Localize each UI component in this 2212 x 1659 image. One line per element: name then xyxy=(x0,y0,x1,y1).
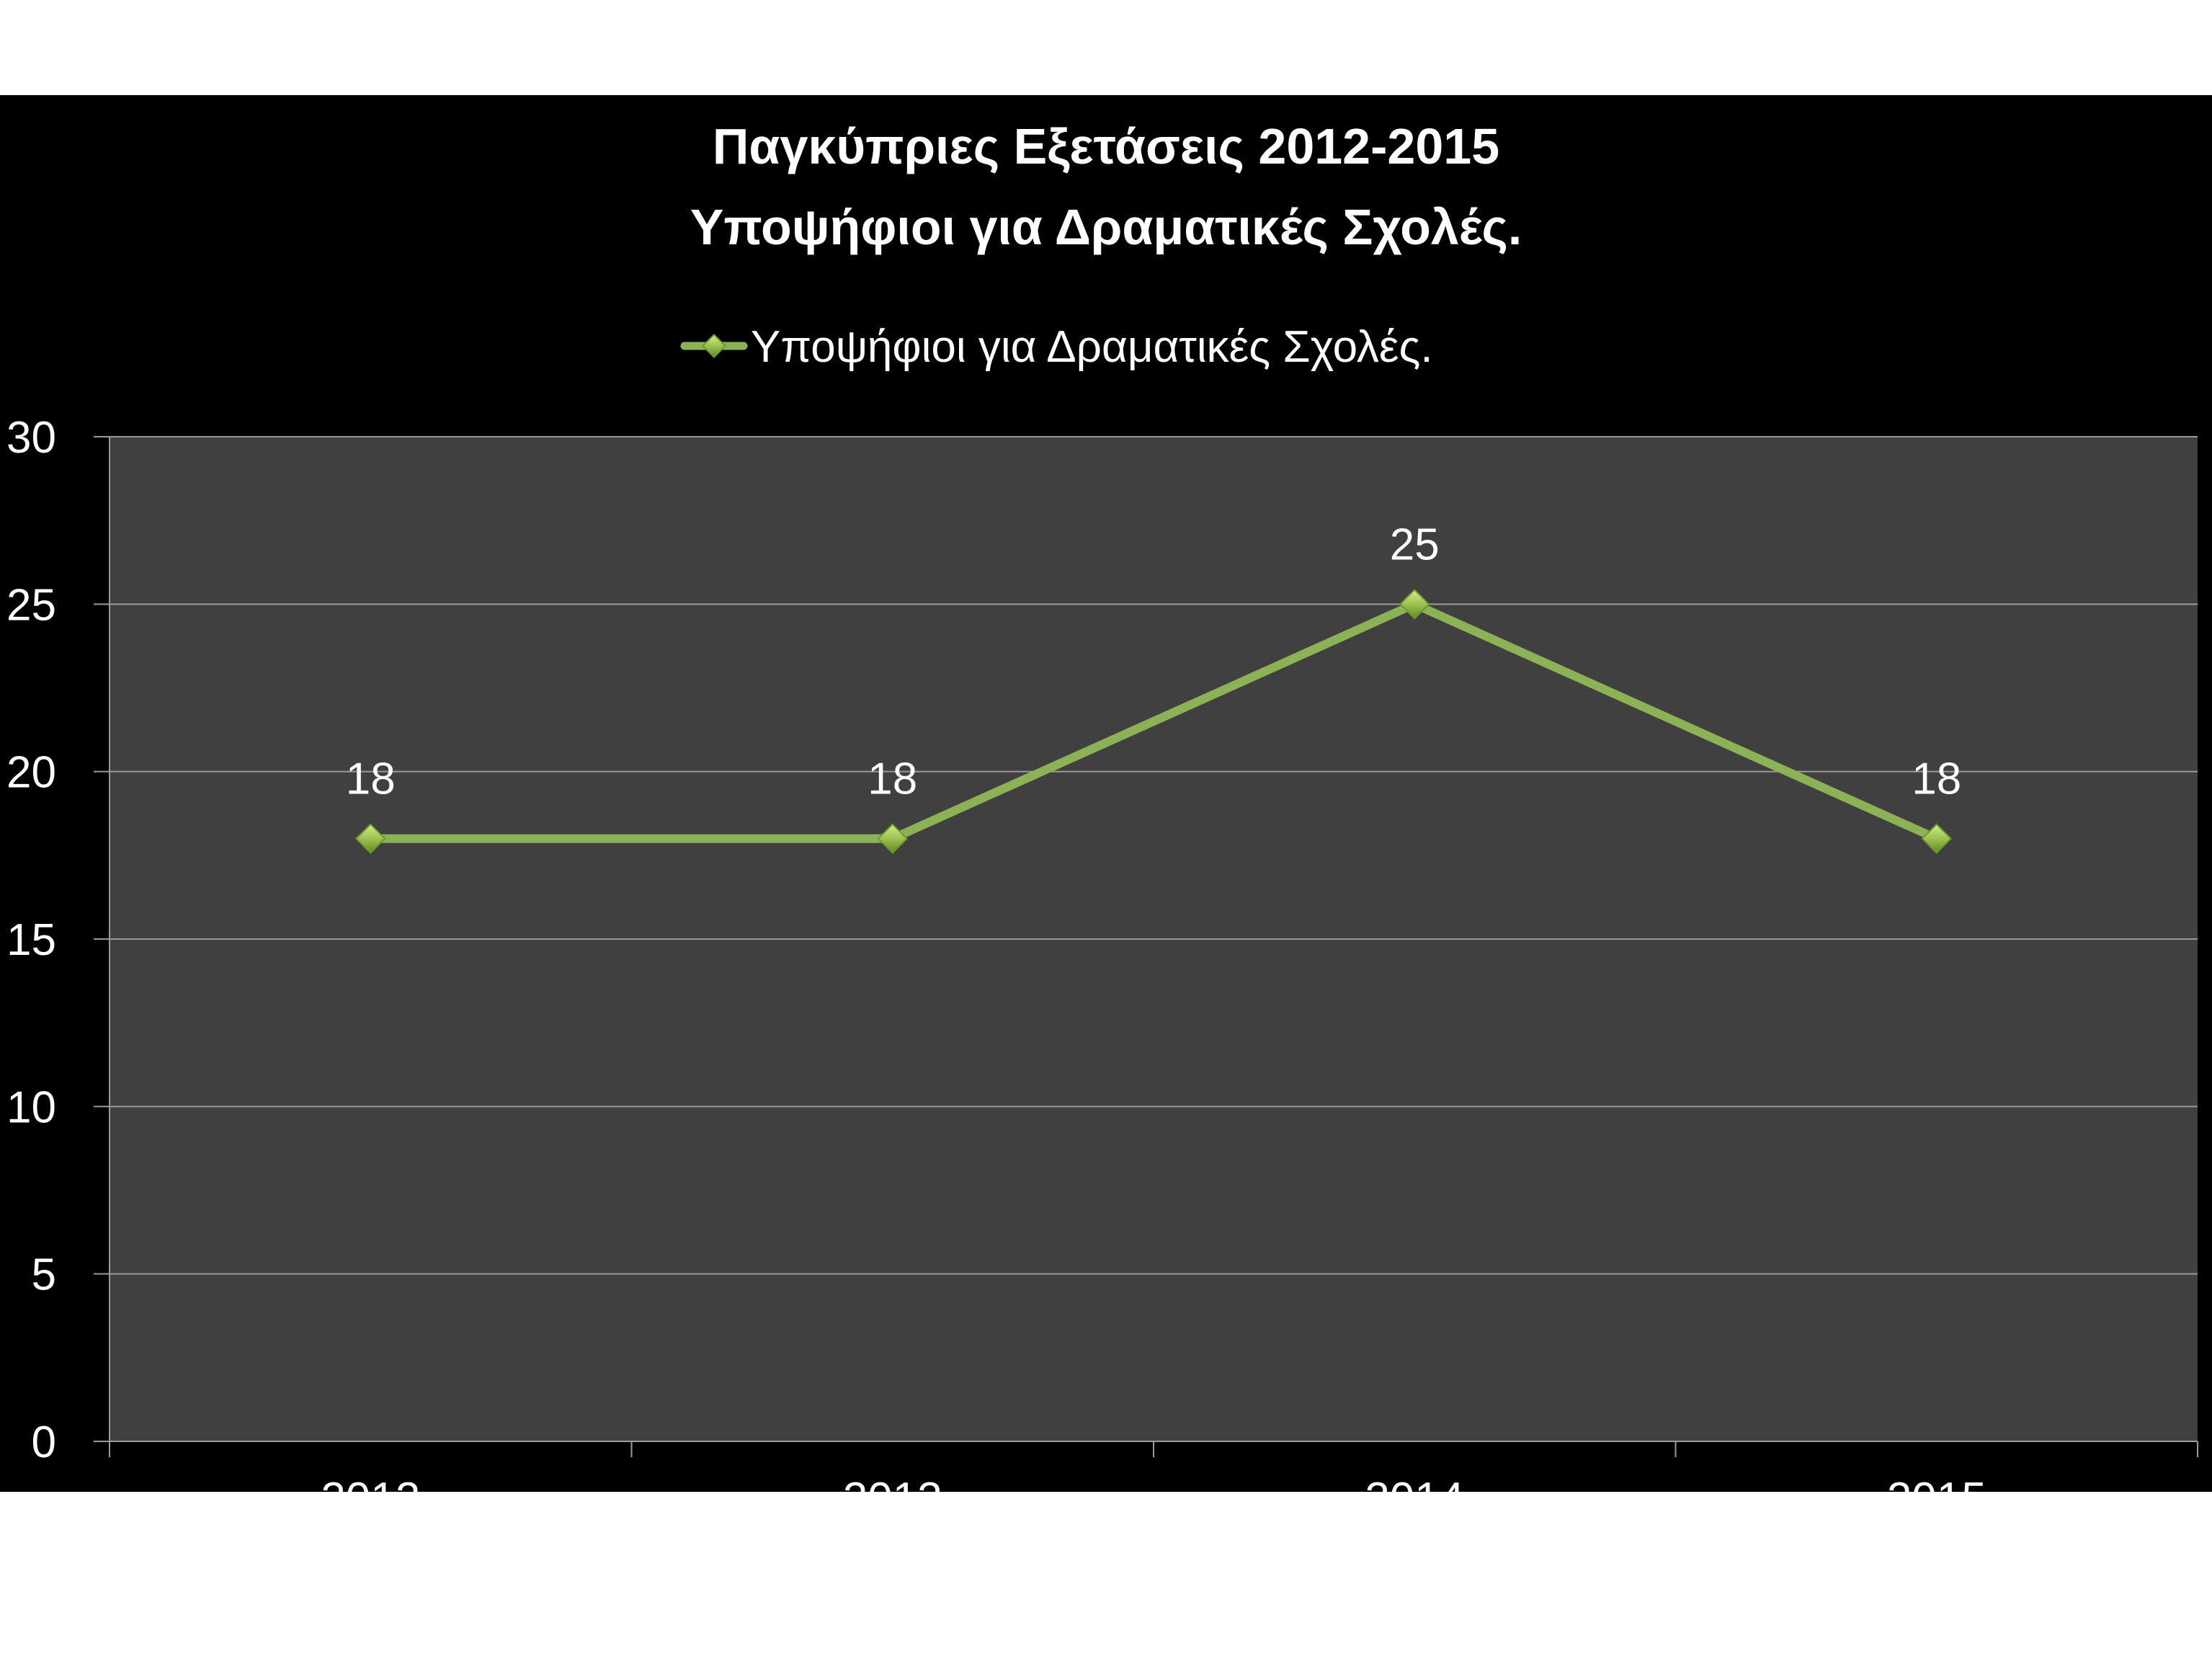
x-tick-label: 2012 xyxy=(321,1474,420,1492)
plot-area: 0 5 10 15 20 25 30 2012 2013 2014 2015 18 18 25 18 xyxy=(6,413,2198,1492)
data-label: 25 xyxy=(1390,520,1440,569)
y-tick-label: 10 xyxy=(6,1082,56,1132)
x-tick-label: 2015 xyxy=(1887,1474,1986,1492)
y-tick-label: 30 xyxy=(6,413,56,463)
y-tick-label: 0 xyxy=(32,1418,56,1467)
series-line xyxy=(366,600,1941,843)
data-point-marker xyxy=(877,823,908,854)
y-tick-label: 20 xyxy=(6,748,56,798)
chart-subtitle: Υποψήφιοι για Δραματικές Σχολές. xyxy=(690,199,1522,255)
data-point-marker xyxy=(1921,823,1952,854)
data-point-marker xyxy=(355,823,386,854)
chart-title: Παγκύπριες Εξετάσεις 2012-2015 xyxy=(713,118,1499,174)
y-tick-label: 5 xyxy=(32,1250,56,1300)
legend-marker-icon xyxy=(702,334,726,358)
data-label: 18 xyxy=(346,755,396,804)
x-tick-label: 2013 xyxy=(843,1474,942,1492)
chart-area: Παγκύπριες Εξετάσεις 2012-2015 Υποψήφιοι… xyxy=(0,95,2212,1492)
data-point-marker xyxy=(1399,589,1430,620)
line-chart: Παγκύπριες Εξετάσεις 2012-2015 Υποψήφιοι… xyxy=(6,118,2198,1492)
data-label: 18 xyxy=(868,755,917,804)
y-tick-label: 25 xyxy=(6,580,56,630)
y-tick-label: 15 xyxy=(6,915,56,965)
legend-label: Υποψήφιοι για Δραματικές Σχολές. xyxy=(751,322,1433,372)
x-tick-label: 2014 xyxy=(1365,1474,1464,1492)
data-label: 18 xyxy=(1912,755,1961,804)
legend: Υποψήφιοι για Δραματικές Σχολές. xyxy=(680,322,1433,372)
